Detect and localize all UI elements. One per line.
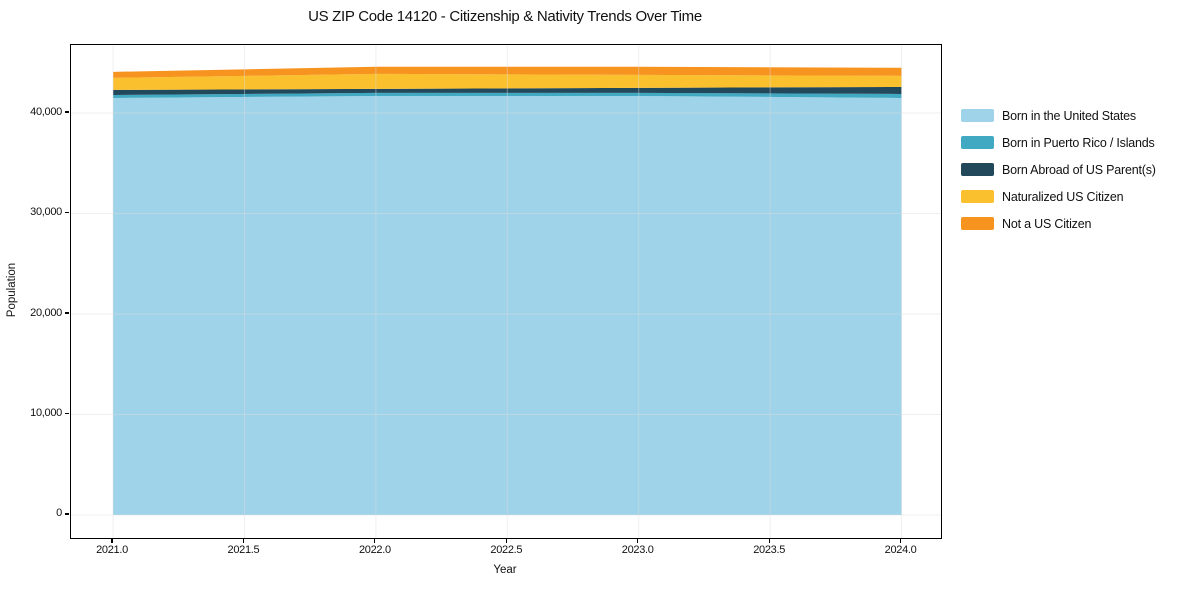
legend-label: Not a US Citizen [1002, 216, 1092, 231]
legend-item-0: Born in the United States [961, 102, 1156, 129]
x-tick-mark [374, 538, 376, 543]
y-axis-label: Population [6, 262, 18, 318]
y-tick-label: 40,000 [30, 105, 62, 118]
legend-item-2: Born Abroad of US Parent(s) [961, 156, 1156, 183]
area-series-0 [113, 95, 902, 515]
legend-swatch-icon [961, 109, 994, 122]
stacked-area-chart [71, 45, 941, 538]
legend-label: Born in the United States [1002, 108, 1136, 123]
y-tick-mark [65, 513, 69, 515]
y-tick-mark [65, 211, 69, 214]
y-tick-label: 0 [56, 507, 62, 520]
legend-swatch-icon [961, 136, 994, 149]
x-tick-mark [242, 538, 245, 543]
y-tick-label: 30,000 [30, 206, 62, 219]
area-series-4 [113, 66, 902, 78]
chart-title: US ZIP Code 14120 - Citizenship & Nativi… [308, 8, 702, 25]
area-series-3 [113, 73, 902, 90]
legend-item-3: Naturalized US Citizen [961, 183, 1156, 210]
legend-swatch-icon [961, 163, 994, 176]
area-series-1 [113, 92, 902, 98]
y-tick-mark [65, 111, 69, 113]
y-tick-label: 10,000 [30, 406, 62, 419]
x-tick-mark [768, 538, 770, 543]
legend-swatch-icon [961, 217, 994, 230]
x-tick-mark [899, 538, 902, 543]
y-tick-mark [65, 312, 69, 314]
x-tick-mark [111, 538, 113, 543]
x-axis-label: Year [493, 564, 517, 576]
x-tick-label: 2021.0 [96, 544, 128, 556]
x-tick-label: 2022.0 [358, 544, 391, 556]
x-tick-label: 2021.5 [227, 544, 260, 556]
y-tick-mark [65, 412, 69, 415]
x-tick-label: 2023.0 [621, 544, 654, 556]
legend-label: Born Abroad of US Parent(s) [1002, 162, 1156, 177]
x-tick-label: 2024.0 [884, 544, 917, 556]
x-tick-label: 2023.5 [753, 544, 786, 556]
x-tick-mark [637, 538, 639, 543]
area-series-2 [113, 86, 902, 95]
legend-swatch-icon [961, 190, 994, 203]
legend-label: Born in Puerto Rico / Islands [1002, 135, 1155, 150]
legend-item-1: Born in Puerto Rico / Islands [961, 129, 1156, 156]
legend: Born in the United States Born in Puerto … [961, 102, 1156, 237]
legend-item-4: Not a US Citizen [961, 210, 1156, 237]
x-tick-label: 2022.5 [490, 544, 523, 556]
y-tick-label: 20,000 [30, 306, 62, 319]
legend-label: Naturalized US Citizen [1002, 189, 1124, 204]
plot-area [70, 44, 942, 539]
x-tick-mark [505, 538, 507, 543]
